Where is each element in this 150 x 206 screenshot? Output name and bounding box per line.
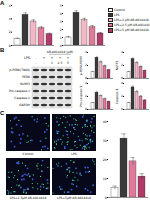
svg-text:5: 5 bbox=[60, 4, 62, 8]
svg-text:0: 0 bbox=[121, 76, 123, 80]
svg-text:2: 2 bbox=[85, 94, 87, 98]
svg-text:p-PERK/PERK: p-PERK/PERK bbox=[79, 55, 83, 76]
svg-text:30: 30 bbox=[103, 139, 107, 143]
svg-text:1: 1 bbox=[60, 36, 62, 40]
html-text:LPS+1 μM AR-A014418: LPS+1 μM AR-A014418 bbox=[114, 18, 149, 23]
svg-text:4: 4 bbox=[9, 17, 11, 21]
svg-text:+: + bbox=[67, 56, 70, 60]
svg-text:0: 0 bbox=[105, 196, 107, 200]
svg-text:LPS: LPS bbox=[24, 56, 30, 60]
svg-text:Pro-caspase-1: Pro-caspase-1 bbox=[9, 89, 30, 93]
svg-text:-: - bbox=[35, 61, 36, 65]
svg-text:0: 0 bbox=[60, 44, 62, 48]
svg-text:3: 3 bbox=[60, 20, 62, 24]
svg-text:2: 2 bbox=[121, 63, 123, 67]
svg-text:LPS+5μM AR-A014418: LPS+5μM AR-A014418 bbox=[57, 196, 91, 200]
svg-text:0: 0 bbox=[85, 76, 87, 80]
svg-text:+: + bbox=[59, 56, 62, 60]
svg-text:Caspase-1: Caspase-1 bbox=[14, 96, 30, 100]
svg-text:2.5: 2.5 bbox=[58, 61, 63, 65]
svg-text:2: 2 bbox=[60, 28, 62, 32]
svg-text:4: 4 bbox=[60, 12, 62, 16]
svg-text:10: 10 bbox=[103, 177, 107, 181]
svg-text:-: - bbox=[43, 61, 44, 65]
svg-text:20: 20 bbox=[103, 158, 107, 162]
svg-text:0: 0 bbox=[85, 107, 87, 111]
svg-text:5: 5 bbox=[67, 61, 69, 65]
svg-text:Control: Control bbox=[23, 152, 34, 156]
html-text:C: C bbox=[0, 110, 5, 116]
svg-text:-: - bbox=[35, 56, 37, 60]
svg-text:+: + bbox=[43, 56, 46, 60]
svg-text:40: 40 bbox=[103, 120, 107, 124]
html-text:A: A bbox=[0, 0, 5, 6]
svg-text:p-PERK(T980): p-PERK(T980) bbox=[9, 68, 30, 72]
svg-text:NLRP3: NLRP3 bbox=[20, 82, 30, 86]
svg-text:PERK: PERK bbox=[22, 75, 31, 79]
svg-text:4: 4 bbox=[121, 81, 123, 85]
html-text:B: B bbox=[0, 47, 5, 53]
html-text:LPS+5 μM AR-A014418: LPS+5 μM AR-A014418 bbox=[114, 28, 149, 33]
svg-text:LPS: LPS bbox=[71, 152, 76, 156]
svg-text:GAPDH: GAPDH bbox=[19, 103, 30, 107]
svg-text:4: 4 bbox=[85, 50, 87, 54]
svg-text:2: 2 bbox=[9, 30, 11, 34]
html-text:Control: Control bbox=[114, 8, 125, 12]
svg-text:2: 2 bbox=[85, 63, 87, 67]
svg-text:0: 0 bbox=[9, 44, 11, 48]
svg-text:4: 4 bbox=[121, 50, 123, 54]
svg-text:AR-A014418 (μM): AR-A014418 (μM) bbox=[47, 50, 73, 54]
svg-text:Pro-caspase-1: Pro-caspase-1 bbox=[79, 86, 83, 107]
svg-text:NLRP3: NLRP3 bbox=[115, 61, 119, 71]
svg-text:6: 6 bbox=[9, 4, 11, 8]
svg-text:2: 2 bbox=[121, 94, 123, 98]
svg-text:0: 0 bbox=[121, 107, 123, 111]
html-text:LPS: LPS bbox=[114, 13, 120, 18]
svg-text:LPS+2.5μM AR-A014418: LPS+2.5μM AR-A014418 bbox=[10, 196, 47, 200]
svg-text:+: + bbox=[51, 56, 54, 60]
svg-text:Caspase-1: Caspase-1 bbox=[115, 89, 119, 105]
svg-text:4: 4 bbox=[85, 81, 87, 85]
svg-text:1: 1 bbox=[51, 61, 53, 65]
